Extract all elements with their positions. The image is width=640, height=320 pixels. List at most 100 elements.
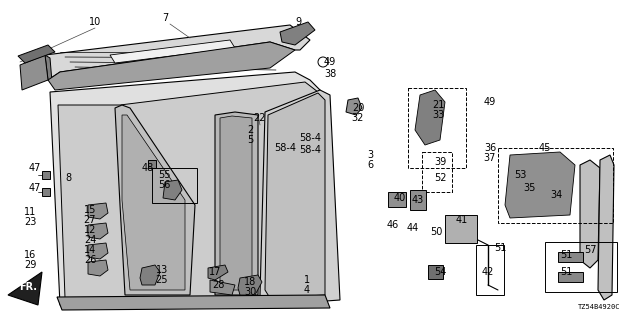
Text: 35: 35 xyxy=(524,183,536,193)
Text: 7: 7 xyxy=(162,13,168,23)
Text: 49: 49 xyxy=(484,97,496,107)
Text: 39: 39 xyxy=(434,157,446,167)
Polygon shape xyxy=(48,42,295,90)
Text: 15: 15 xyxy=(84,205,96,215)
Text: 23: 23 xyxy=(24,217,36,227)
Text: 37: 37 xyxy=(484,153,496,163)
Text: 20: 20 xyxy=(352,103,364,113)
Text: 6: 6 xyxy=(367,160,373,170)
Bar xyxy=(445,215,477,243)
Polygon shape xyxy=(598,155,614,300)
Polygon shape xyxy=(18,45,55,63)
Text: 8: 8 xyxy=(65,173,71,183)
Polygon shape xyxy=(210,280,235,295)
Polygon shape xyxy=(163,180,182,200)
Text: 38: 38 xyxy=(324,69,336,79)
Text: 17: 17 xyxy=(209,267,221,277)
Polygon shape xyxy=(88,223,108,239)
Bar xyxy=(148,160,156,168)
Text: 25: 25 xyxy=(156,275,168,285)
Polygon shape xyxy=(208,265,228,280)
Text: 44: 44 xyxy=(407,223,419,233)
Text: 28: 28 xyxy=(212,280,224,290)
Polygon shape xyxy=(57,295,330,310)
Bar xyxy=(152,168,197,203)
Bar xyxy=(410,190,426,210)
Bar xyxy=(42,188,50,196)
Text: 53: 53 xyxy=(514,170,526,180)
Polygon shape xyxy=(110,40,235,63)
Bar xyxy=(476,245,504,295)
Text: 52: 52 xyxy=(434,173,446,183)
Bar xyxy=(558,252,583,262)
Text: 33: 33 xyxy=(432,110,444,120)
Text: TZ54B4920C: TZ54B4920C xyxy=(577,304,620,310)
Text: 42: 42 xyxy=(482,267,494,277)
Polygon shape xyxy=(220,116,252,290)
Bar xyxy=(545,242,617,292)
Polygon shape xyxy=(122,115,185,290)
Text: 2: 2 xyxy=(247,125,253,135)
Text: 22: 22 xyxy=(253,113,266,123)
Text: 18: 18 xyxy=(244,277,256,287)
Text: 51: 51 xyxy=(560,250,572,260)
Polygon shape xyxy=(140,265,160,285)
Polygon shape xyxy=(280,22,315,45)
Text: 40: 40 xyxy=(394,193,406,203)
Text: 47: 47 xyxy=(29,163,41,173)
Text: 12: 12 xyxy=(84,225,96,235)
Polygon shape xyxy=(265,93,325,298)
Text: 55: 55 xyxy=(157,170,170,180)
Text: 1: 1 xyxy=(304,275,310,285)
Text: 51: 51 xyxy=(494,243,506,253)
Bar xyxy=(498,148,613,223)
Polygon shape xyxy=(215,112,258,295)
Polygon shape xyxy=(260,90,340,305)
Text: 51: 51 xyxy=(560,267,572,277)
Text: 58-4: 58-4 xyxy=(299,145,321,155)
Polygon shape xyxy=(45,25,310,80)
Text: 49: 49 xyxy=(324,57,336,67)
Text: 41: 41 xyxy=(456,215,468,225)
Text: 45: 45 xyxy=(539,143,551,153)
Polygon shape xyxy=(45,55,52,82)
Text: 30: 30 xyxy=(244,287,256,297)
Polygon shape xyxy=(88,203,108,219)
Text: 54: 54 xyxy=(434,267,446,277)
Text: 48: 48 xyxy=(142,163,154,173)
Polygon shape xyxy=(20,55,48,90)
Text: 29: 29 xyxy=(24,260,36,270)
Text: 58-4: 58-4 xyxy=(299,133,321,143)
Text: 58-4: 58-4 xyxy=(274,143,296,153)
Bar xyxy=(408,88,466,168)
Bar xyxy=(42,171,50,179)
Bar xyxy=(558,272,583,282)
Text: 24: 24 xyxy=(84,235,96,245)
Bar xyxy=(422,152,452,192)
Text: 46: 46 xyxy=(387,220,399,230)
Text: FR.: FR. xyxy=(19,282,37,292)
Bar xyxy=(428,265,443,279)
Text: 47: 47 xyxy=(29,183,41,193)
Polygon shape xyxy=(8,272,42,305)
Polygon shape xyxy=(58,82,322,298)
Text: 56: 56 xyxy=(158,180,170,190)
Text: 57: 57 xyxy=(584,245,596,255)
Text: 13: 13 xyxy=(156,265,168,275)
Polygon shape xyxy=(115,105,195,295)
Text: 34: 34 xyxy=(550,190,562,200)
Text: 43: 43 xyxy=(412,195,424,205)
Polygon shape xyxy=(88,243,108,259)
Text: 26: 26 xyxy=(84,255,96,265)
Polygon shape xyxy=(50,72,325,305)
Text: 27: 27 xyxy=(84,215,96,225)
Text: 3: 3 xyxy=(367,150,373,160)
Polygon shape xyxy=(580,160,600,268)
Polygon shape xyxy=(88,260,108,276)
Polygon shape xyxy=(238,275,262,295)
Text: 11: 11 xyxy=(24,207,36,217)
Text: 32: 32 xyxy=(352,113,364,123)
Text: 50: 50 xyxy=(430,227,442,237)
Polygon shape xyxy=(505,152,575,218)
Text: 4: 4 xyxy=(304,285,310,295)
